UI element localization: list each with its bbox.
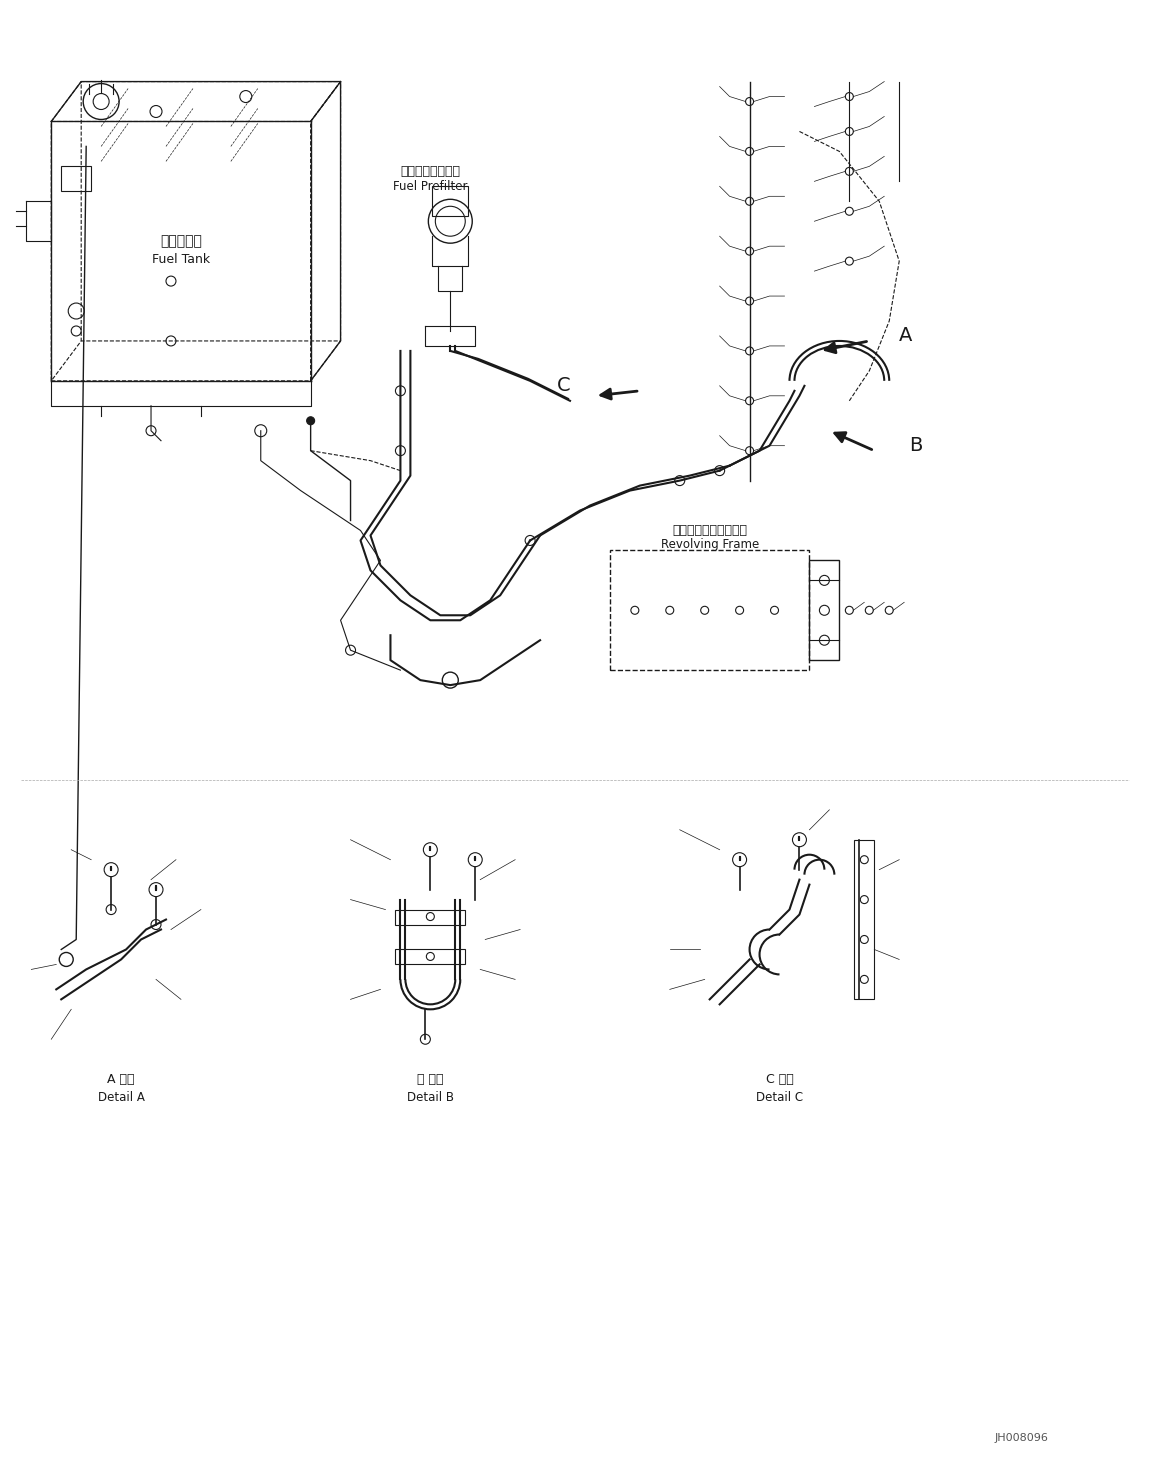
Bar xyxy=(809,560,840,661)
Text: 燃料プレフィルタ: 燃料プレフィルタ xyxy=(400,165,461,178)
Bar xyxy=(432,186,469,216)
Text: A: A xyxy=(900,326,912,345)
Text: Fuel Tank: Fuel Tank xyxy=(152,253,210,266)
Text: Detail C: Detail C xyxy=(756,1091,803,1104)
Text: Revolving Frame: Revolving Frame xyxy=(661,538,758,551)
Bar xyxy=(395,909,465,924)
Text: 日 詳細: 日 詳細 xyxy=(417,1073,444,1086)
Bar xyxy=(855,839,874,1000)
Text: Detail B: Detail B xyxy=(407,1091,454,1104)
Text: A 詳細: A 詳細 xyxy=(107,1073,134,1086)
Text: 燃料タンク: 燃料タンク xyxy=(160,234,202,249)
Bar xyxy=(61,167,91,192)
Text: B: B xyxy=(909,436,923,455)
Bar xyxy=(395,949,465,965)
Bar xyxy=(610,550,809,670)
Text: C 詳細: C 詳細 xyxy=(765,1073,793,1086)
Text: Fuel Prefilter: Fuel Prefilter xyxy=(393,180,468,193)
Text: C: C xyxy=(556,376,570,395)
Text: JH008096: JH008096 xyxy=(995,1433,1049,1443)
Circle shape xyxy=(307,417,315,425)
Text: レボルビングフレーム: レボルビングフレーム xyxy=(672,523,747,537)
Text: Detail A: Detail A xyxy=(98,1091,145,1104)
